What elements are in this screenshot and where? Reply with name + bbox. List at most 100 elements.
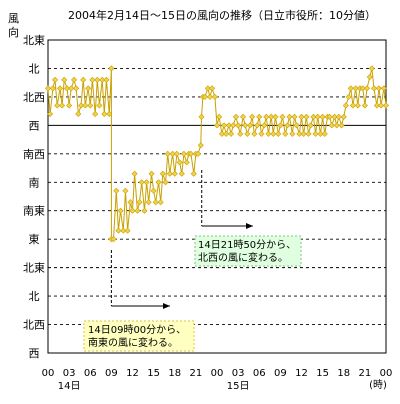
data-point xyxy=(176,159,183,166)
x-tick-label: 18 xyxy=(168,368,181,379)
data-point xyxy=(198,113,205,120)
data-point xyxy=(263,113,270,120)
y-axis-title-char: 向 xyxy=(8,25,19,39)
data-point xyxy=(80,76,87,83)
y-tick-label: 南東 xyxy=(23,205,45,218)
data-point xyxy=(282,130,289,137)
data-point xyxy=(225,122,232,129)
x-tick-label: 00 xyxy=(211,368,224,379)
y-axis-title-char: 風 xyxy=(8,12,19,25)
data-point xyxy=(232,113,240,120)
y-axis-title: 風向 xyxy=(8,12,19,39)
data-point xyxy=(275,130,282,137)
data-point xyxy=(171,170,178,177)
data-point xyxy=(240,113,247,120)
series-layer xyxy=(44,65,390,243)
data-point xyxy=(223,130,230,137)
data-point xyxy=(127,199,134,206)
data-point xyxy=(230,122,237,129)
data-point xyxy=(228,130,235,137)
data-point xyxy=(312,130,319,137)
data-point xyxy=(291,113,298,120)
data-point xyxy=(221,122,228,129)
data-point xyxy=(202,93,209,100)
data-point xyxy=(331,113,338,120)
data-point xyxy=(47,110,54,118)
data-point xyxy=(157,199,164,206)
data-point xyxy=(319,113,326,120)
x-tick-label: 03 xyxy=(63,368,76,379)
data-point xyxy=(136,199,143,206)
data-point xyxy=(279,113,286,120)
data-point xyxy=(258,130,265,137)
data-point xyxy=(63,85,71,92)
data-point xyxy=(361,102,368,109)
data-point xyxy=(314,113,321,120)
data-point xyxy=(216,113,223,120)
data-point xyxy=(155,179,162,186)
data-point xyxy=(164,150,171,157)
data-point xyxy=(286,113,293,120)
x-tick-label: 12 xyxy=(126,368,139,379)
data-point xyxy=(68,85,75,92)
data-point xyxy=(270,130,277,137)
data-point xyxy=(354,102,361,109)
annotation-box xyxy=(194,235,302,267)
data-point xyxy=(366,73,373,81)
data-point xyxy=(284,122,291,129)
x-tick-label: 21 xyxy=(359,368,372,379)
y-tick-label: 東 xyxy=(29,233,40,246)
data-point xyxy=(363,85,371,92)
data-point xyxy=(265,130,272,137)
data-point xyxy=(373,102,380,109)
data-point xyxy=(347,85,354,92)
data-point xyxy=(85,85,92,92)
data-point xyxy=(115,227,122,234)
data-point xyxy=(352,85,359,92)
data-point xyxy=(92,110,99,118)
data-point xyxy=(59,102,66,109)
data-point xyxy=(277,122,284,129)
data-point xyxy=(187,150,194,157)
data-point xyxy=(54,102,61,109)
y-tick-label: 北西 xyxy=(23,91,45,104)
data-point xyxy=(122,187,129,194)
data-point xyxy=(209,85,216,92)
data-point xyxy=(101,110,108,118)
data-point xyxy=(190,170,197,177)
gridlines xyxy=(47,39,387,354)
data-point xyxy=(145,199,152,206)
data-point xyxy=(305,130,312,137)
day-label: 15日 xyxy=(227,381,250,392)
x-tick-label: 12 xyxy=(295,368,308,379)
data-point xyxy=(382,102,390,109)
y-tick-label: 北 xyxy=(29,290,40,303)
data-point xyxy=(317,130,324,137)
data-point xyxy=(303,113,310,120)
data-point xyxy=(310,113,317,120)
data-point xyxy=(244,130,251,137)
data-point xyxy=(89,76,96,83)
data-point xyxy=(56,85,63,92)
data-point xyxy=(359,85,366,92)
data-point xyxy=(213,122,221,129)
x-tick-label: 18 xyxy=(337,368,350,379)
data-point xyxy=(272,113,279,120)
y-tick-label: 南西 xyxy=(23,148,45,161)
x-tick-label: 21 xyxy=(190,368,203,379)
data-point xyxy=(110,236,117,243)
data-point xyxy=(82,102,89,109)
y-tick-label: 北西 xyxy=(23,319,45,332)
chart-title: 2004年2月14日～15日の風向の推移（日立市役所：10分値） xyxy=(68,8,376,22)
y-tick-label: 北 xyxy=(29,62,40,75)
x-tick-label: 03 xyxy=(232,368,245,379)
data-point xyxy=(143,179,150,186)
data-point xyxy=(134,207,141,214)
data-point xyxy=(173,150,180,157)
annotation-text: 北西の風に変わる。 xyxy=(198,251,288,264)
annotation-text: 14日09時00分から、 xyxy=(88,324,186,336)
data-point xyxy=(345,93,352,100)
data-point xyxy=(61,76,68,83)
data-point xyxy=(75,110,82,118)
